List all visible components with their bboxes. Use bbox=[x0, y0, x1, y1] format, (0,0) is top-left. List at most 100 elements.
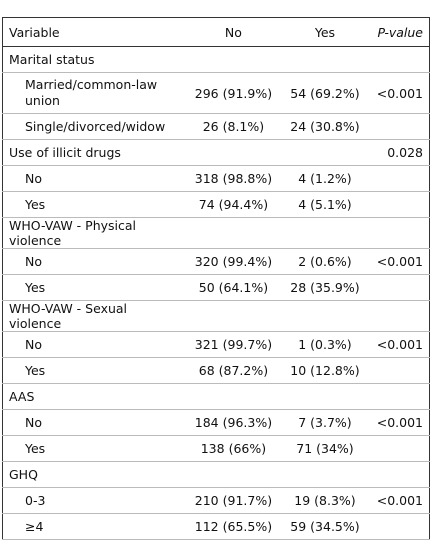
label-text: Single/divorced/widow bbox=[25, 118, 166, 134]
header-cell: Yes bbox=[279, 17, 371, 47]
header-cell: Variable bbox=[2, 17, 188, 47]
label-text: Yes bbox=[25, 279, 46, 295]
label-text: Married/common-law union bbox=[25, 77, 158, 108]
no-cell bbox=[187, 139, 280, 166]
p-cell: <0.001 bbox=[370, 248, 430, 275]
label-text: No bbox=[25, 253, 42, 269]
yes-cell bbox=[279, 383, 371, 410]
label-cell: WHO-VAW - Sexual violence bbox=[2, 300, 188, 332]
results-table: Variable No Yes P-value Marital status Ma… bbox=[2, 17, 430, 540]
data-row: Yes 74 (94.4%) 4 (5.1%) bbox=[2, 191, 430, 218]
yes-cell bbox=[279, 139, 371, 166]
data-row: No 184 (96.3%) 7 (3.7%) <0.001 bbox=[2, 409, 430, 436]
label-text: Yes bbox=[25, 440, 46, 456]
group-row: Use of illicit drugs 0.028 bbox=[2, 139, 430, 166]
no-cell: 138 (66%) bbox=[187, 435, 280, 462]
p-cell bbox=[370, 435, 430, 462]
label-text: GHQ bbox=[9, 467, 38, 482]
yes-cell: 54 (69.2%) bbox=[279, 72, 371, 114]
yes-cell: 2 (0.6%) bbox=[279, 248, 371, 275]
no-cell bbox=[187, 383, 280, 410]
no-cell: 318 (98.8%) bbox=[187, 165, 280, 192]
label-cell: Yes bbox=[2, 435, 188, 462]
yes-cell: 4 (1.2%) bbox=[279, 165, 371, 192]
group-row: WHO-VAW - Sexual violence bbox=[2, 300, 430, 332]
group-row: AAS bbox=[2, 383, 430, 410]
label-cell: WHO-VAW - Physical violence bbox=[2, 217, 188, 249]
p-cell: 0.028 bbox=[370, 139, 430, 166]
header-row: Variable No Yes P-value bbox=[2, 17, 430, 47]
p-cell bbox=[370, 113, 430, 140]
p-cell bbox=[370, 300, 430, 332]
label-text: 0-3 bbox=[25, 492, 46, 508]
label-cell: Marital status bbox=[2, 46, 188, 73]
label-cell: Single/divorced/widow bbox=[2, 113, 188, 140]
yes-cell: 1 (0.3%) bbox=[279, 331, 371, 358]
label-text: ≥4 bbox=[25, 518, 44, 534]
no-cell bbox=[187, 46, 280, 73]
data-row: Single/divorced/widow 26 (8.1%) 24 (30.8%) bbox=[2, 113, 430, 140]
label-cell: No bbox=[2, 409, 188, 436]
no-cell: 26 (8.1%) bbox=[187, 113, 280, 140]
yes-cell: 10 (12.8%) bbox=[279, 357, 371, 384]
label-text: No bbox=[25, 336, 42, 352]
table-header: Variable No Yes P-value bbox=[2, 17, 430, 47]
label-text: AAS bbox=[9, 389, 35, 404]
no-cell bbox=[187, 461, 280, 488]
p-cell bbox=[370, 513, 430, 540]
yes-cell: 71 (34%) bbox=[279, 435, 371, 462]
p-cell bbox=[370, 217, 430, 249]
no-cell bbox=[187, 300, 280, 332]
header-cell: P-value bbox=[370, 17, 430, 47]
no-cell: 74 (94.4%) bbox=[187, 191, 280, 218]
data-row: Yes 138 (66%) 71 (34%) bbox=[2, 435, 430, 462]
p-cell: <0.001 bbox=[370, 409, 430, 436]
no-cell: 321 (99.7%) bbox=[187, 331, 280, 358]
label-cell: AAS bbox=[2, 383, 188, 410]
group-row: WHO-VAW - Physical violence bbox=[2, 217, 430, 249]
data-row: No 318 (98.8%) 4 (1.2%) bbox=[2, 165, 430, 192]
yes-cell: 4 (5.1%) bbox=[279, 191, 371, 218]
p-cell bbox=[370, 461, 430, 488]
p-cell bbox=[370, 357, 430, 384]
yes-cell bbox=[279, 217, 371, 249]
no-cell bbox=[187, 217, 280, 249]
label-cell: No bbox=[2, 331, 188, 358]
p-cell bbox=[370, 383, 430, 410]
label-cell: Married/common-law union bbox=[2, 72, 188, 114]
group-row: Marital status bbox=[2, 46, 430, 73]
label-cell: ≥4 bbox=[2, 513, 188, 540]
yes-cell: 24 (30.8%) bbox=[279, 113, 371, 140]
p-cell bbox=[370, 274, 430, 301]
yes-cell: 7 (3.7%) bbox=[279, 409, 371, 436]
p-cell bbox=[370, 191, 430, 218]
p-cell bbox=[370, 165, 430, 192]
no-cell: 112 (65.5%) bbox=[187, 513, 280, 540]
header-text: P-value bbox=[377, 24, 423, 40]
header-cell: No bbox=[187, 17, 280, 47]
no-cell: 296 (91.9%) bbox=[187, 72, 280, 114]
label-cell: Yes bbox=[2, 357, 188, 384]
group-row: GHQ bbox=[2, 461, 430, 488]
no-cell: 184 (96.3%) bbox=[187, 409, 280, 436]
no-cell: 320 (99.4%) bbox=[187, 248, 280, 275]
page: Variable No Yes P-value Marital status Ma… bbox=[2, 17, 430, 540]
label-cell: No bbox=[2, 165, 188, 192]
label-cell: GHQ bbox=[2, 461, 188, 488]
label-text: Marital status bbox=[9, 52, 95, 67]
p-cell bbox=[370, 46, 430, 73]
yes-cell bbox=[279, 461, 371, 488]
data-row: ≥4 112 (65.5%) 59 (34.5%) bbox=[2, 513, 430, 540]
label-text: Use of illicit drugs bbox=[9, 145, 121, 160]
label-text: Yes bbox=[25, 362, 46, 378]
no-cell: 68 (87.2%) bbox=[187, 357, 280, 384]
data-row: Yes 68 (87.2%) 10 (12.8%) bbox=[2, 357, 430, 384]
yes-cell bbox=[279, 46, 371, 73]
data-row: No 320 (99.4%) 2 (0.6%) <0.001 bbox=[2, 248, 430, 275]
label-text: No bbox=[25, 414, 42, 430]
yes-cell: 28 (35.9%) bbox=[279, 274, 371, 301]
label-cell: Yes bbox=[2, 274, 188, 301]
data-row: Married/common-law union 296 (91.9%) 54 (6… bbox=[2, 72, 430, 114]
label-cell: No bbox=[2, 248, 188, 275]
label-cell: Yes bbox=[2, 191, 188, 218]
